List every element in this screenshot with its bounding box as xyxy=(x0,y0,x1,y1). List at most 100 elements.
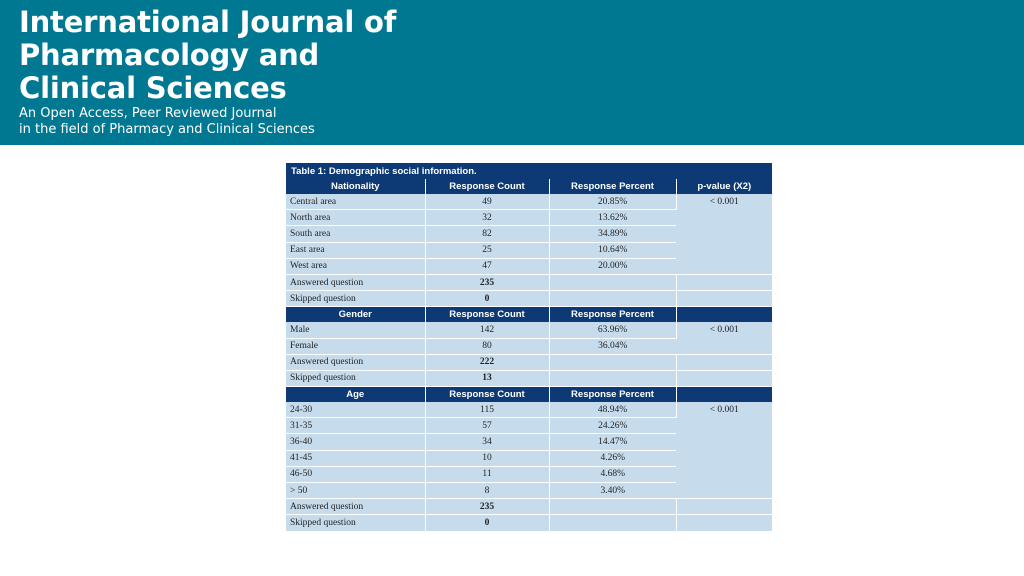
row-label-cell: 31-35 xyxy=(286,417,426,435)
row-label-cell: Answered question xyxy=(286,274,426,292)
journal-subtitle: An Open Access, Peer Reviewed Journal in… xyxy=(19,106,315,138)
empty-cell xyxy=(676,274,773,292)
table-row: South area 82 34.89% xyxy=(286,225,772,243)
table-row: Skipped question 13 xyxy=(286,370,773,388)
table-row: Skipped question 0 xyxy=(286,290,773,308)
row-label-cell: East area xyxy=(286,242,426,259)
response-percent-cell xyxy=(549,514,677,532)
response-percent-cell: 4.26% xyxy=(549,450,676,467)
response-count-cell: 57 xyxy=(425,417,550,435)
response-percent-cell: 10.64% xyxy=(549,242,676,259)
table-row: 41-45 10 4.26% xyxy=(286,450,772,467)
journal-subtitle-line: An Open Access, Peer Reviewed Journal xyxy=(19,106,277,121)
response-count-cell: 0 xyxy=(425,514,550,532)
table-row: Answered question 235 xyxy=(286,274,773,292)
p-value-cell: < 0.001 xyxy=(676,402,773,500)
column-header: Response Count xyxy=(425,179,550,194)
row-label-cell: Skipped question xyxy=(286,514,426,532)
row-label-cell: 41-45 xyxy=(286,450,426,467)
response-count-cell: 13 xyxy=(425,370,550,388)
column-header xyxy=(676,306,773,323)
response-count-cell: 25 xyxy=(425,242,550,259)
section-header-row: Gender Response Count Response Percent xyxy=(286,306,773,323)
table-row: 46-50 11 4.68% xyxy=(286,466,772,484)
row-label-cell: Skipped question xyxy=(286,370,426,388)
column-header: Response Percent xyxy=(549,179,677,194)
row-label-cell: South area xyxy=(286,225,426,243)
response-count-cell: 82 xyxy=(425,225,550,243)
row-label-cell: North area xyxy=(286,209,426,227)
table-row: Answered question 222 xyxy=(286,354,773,371)
journal-subtitle-line: in the field of Pharmacy and Clinical Sc… xyxy=(19,122,315,137)
response-count-cell: 32 xyxy=(425,209,550,227)
response-count-cell: 8 xyxy=(425,482,550,500)
empty-cell xyxy=(676,498,773,516)
response-percent-cell: 14.47% xyxy=(549,433,676,451)
row-label-cell: 36-40 xyxy=(286,433,426,451)
column-header: Response Percent xyxy=(549,386,677,403)
empty-cell xyxy=(676,514,773,532)
response-count-cell: 11 xyxy=(425,466,550,484)
row-label-cell: 46-50 xyxy=(286,466,426,484)
journal-title-line: International Journal of xyxy=(19,5,397,39)
row-label-cell: Answered question xyxy=(286,354,426,371)
response-percent-cell: 36.04% xyxy=(549,338,676,355)
response-percent-cell: 63.96% xyxy=(549,322,677,339)
column-header: Response Percent xyxy=(549,306,677,323)
demographic-table-container: Table 1: Demographic social information.… xyxy=(286,163,773,532)
response-count-cell: 235 xyxy=(425,274,550,292)
section-header-row: Age Response Count Response Percent xyxy=(286,386,773,403)
table-row: 24-30 115 48.94% < 0.001 xyxy=(286,402,773,500)
table-row: Male 142 63.96% < 0.001 xyxy=(286,322,773,355)
column-header: Gender xyxy=(286,306,426,323)
table-row: East area 25 10.64% xyxy=(286,242,772,259)
p-value-cell: < 0.001 xyxy=(676,322,773,355)
response-count-cell: 47 xyxy=(425,258,550,275)
journal-banner: International Journal of Pharmacology an… xyxy=(0,0,1024,145)
response-percent-cell: 48.94% xyxy=(549,402,677,419)
column-header: Nationality xyxy=(286,179,426,194)
row-label-cell: 24-30 xyxy=(286,402,426,419)
row-label-cell: West area xyxy=(286,258,426,275)
section-header-row: Nationality Response Count Response Percen… xyxy=(286,179,773,194)
response-count-cell: 235 xyxy=(425,498,550,516)
empty-cell xyxy=(676,290,773,308)
response-count-cell: 80 xyxy=(425,338,550,355)
response-percent-cell: 20.85% xyxy=(549,194,677,211)
response-percent-cell: 20.00% xyxy=(549,258,676,275)
row-label-cell: Answered question xyxy=(286,498,426,516)
table-caption-row: Table 1: Demographic social information. xyxy=(286,163,773,179)
response-percent-cell: 24.26% xyxy=(549,417,676,435)
table-row: Central area 49 20.85% < 0.001 xyxy=(286,194,773,275)
row-label-cell: Female xyxy=(286,338,426,355)
response-count-cell: 222 xyxy=(425,354,550,371)
response-count-cell: 49 xyxy=(425,194,550,211)
response-count-cell: 0 xyxy=(425,290,550,308)
column-header: Response Count xyxy=(425,386,550,403)
column-header: p-value (X2) xyxy=(676,179,773,194)
response-percent-cell xyxy=(549,370,677,388)
row-label-cell: Skipped question xyxy=(286,290,426,308)
journal-title-line: Clinical Sciences xyxy=(19,71,287,105)
table-row: West area 47 20.00% xyxy=(286,258,772,275)
response-count-cell: 34 xyxy=(425,433,550,451)
empty-cell xyxy=(676,370,773,388)
table-row: 31-35 57 24.26% xyxy=(286,417,772,435)
row-label-cell: Central area xyxy=(286,194,426,211)
table-caption: Table 1: Demographic social information. xyxy=(286,163,773,179)
table-row: Answered question 235 xyxy=(286,498,773,516)
response-count-cell: 142 xyxy=(425,322,550,339)
response-percent-cell xyxy=(549,354,677,371)
response-percent-cell xyxy=(549,498,677,516)
journal-title: International Journal of Pharmacology an… xyxy=(19,6,396,105)
p-value-cell: < 0.001 xyxy=(676,194,773,275)
response-percent-cell: 3.40% xyxy=(549,482,676,500)
table-row: Skipped question 0 xyxy=(286,514,773,532)
table-row: Female 80 36.04% xyxy=(286,338,772,355)
column-header xyxy=(676,386,773,403)
response-percent-cell: 13.62% xyxy=(549,209,676,227)
response-percent-cell xyxy=(549,274,677,292)
journal-title-line: Pharmacology and xyxy=(19,38,320,72)
demographic-table: Table 1: Demographic social information.… xyxy=(286,163,773,532)
response-count-cell: 10 xyxy=(425,450,550,467)
